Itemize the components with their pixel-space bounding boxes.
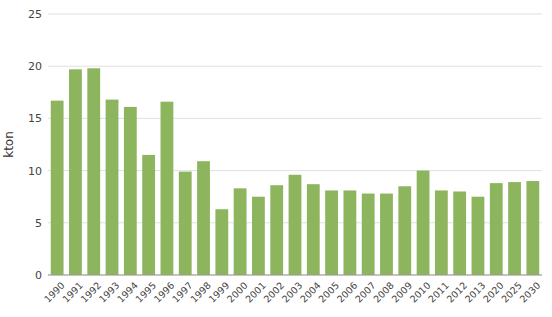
bar [380, 194, 393, 275]
chart: 0 5 10 15 20 25 kton 19901991199219931994199519… [0, 0, 552, 317]
bar [252, 197, 265, 275]
bar [179, 172, 192, 275]
bar [142, 155, 155, 275]
bar [362, 194, 375, 275]
bar [87, 68, 100, 275]
bar [526, 181, 539, 275]
grid-line [48, 118, 542, 119]
bar [472, 197, 485, 275]
y-tick-label: 25 [28, 8, 42, 21]
bar [435, 190, 448, 275]
bar [398, 186, 411, 275]
bar [106, 100, 119, 275]
bar [325, 190, 338, 275]
grid-line [48, 14, 542, 15]
bar [453, 191, 466, 275]
y-tick-labels: 0 5 10 15 20 25 [28, 8, 42, 282]
bar [215, 209, 228, 275]
y-tick-label: 5 [35, 217, 42, 230]
bar [417, 171, 430, 275]
x-axis-line [48, 275, 542, 276]
bar [124, 107, 137, 275]
bar [197, 161, 210, 275]
grid-line [48, 66, 542, 67]
bar [270, 185, 283, 275]
y-grid [48, 14, 542, 275]
y-tick-label: 15 [28, 112, 42, 125]
x-tick-label: 2030 [517, 280, 542, 305]
y-tick-label: 0 [35, 269, 42, 282]
bars [51, 68, 540, 275]
y-tick-label: 10 [28, 165, 42, 178]
bar [69, 69, 82, 275]
grid-line [48, 275, 542, 276]
bar [51, 101, 64, 275]
grid-line [48, 170, 542, 171]
y-tick-label: 20 [28, 60, 42, 73]
bar [307, 184, 320, 275]
bar [234, 188, 247, 275]
bar [343, 190, 356, 275]
bar [161, 102, 174, 275]
bar [289, 175, 302, 275]
y-axis-label: kton [2, 131, 16, 158]
bar [508, 182, 521, 275]
x-tick-labels: 1990199119921993199419951996199719981999… [42, 280, 543, 305]
bar [490, 183, 503, 275]
